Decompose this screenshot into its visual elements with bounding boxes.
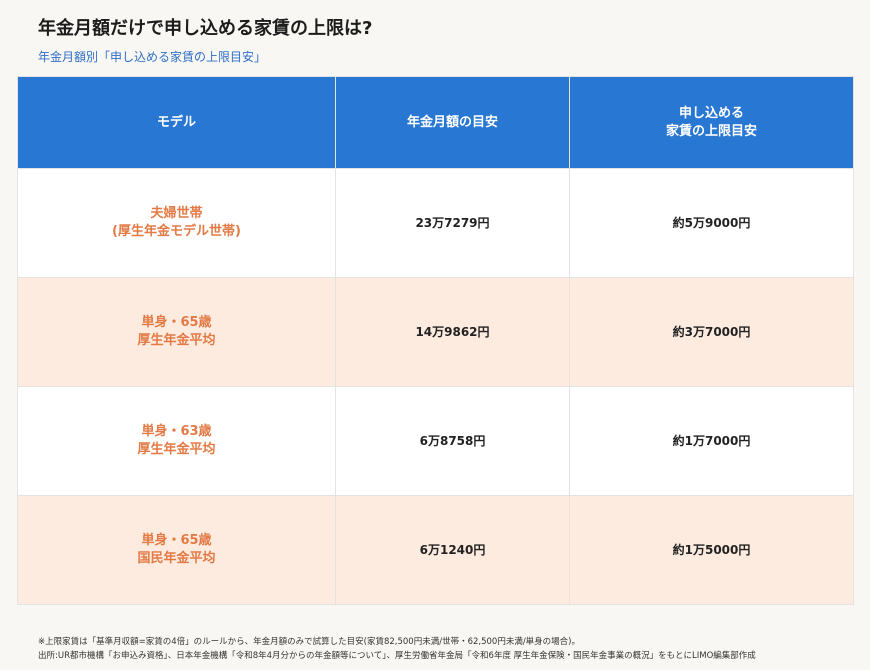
rent-limit-table: モデル 年金月額の目安 申し込める 家賃の上限目安 夫婦世帯 (厚生年金モデル世… (17, 76, 854, 605)
model-cell: 単身・63歳 厚生年金平均 (17, 386, 336, 496)
table-header-row: モデル 年金月額の目安 申し込める 家賃の上限目安 (17, 76, 854, 169)
table-row: 単身・63歳 厚生年金平均 6万8758円 約1万7000円 (17, 386, 854, 496)
rent-cell: 約1万7000円 (569, 386, 854, 496)
table-row: 単身・65歳 国民年金平均 6万1240円 約1万5000円 (17, 495, 854, 605)
header-rent: 申し込める 家賃の上限目安 (569, 76, 854, 169)
table-caption: 年金月額別「申し込める家賃の上限目安」 (38, 50, 267, 64)
rent-cell: 約3万7000円 (569, 277, 854, 387)
model-cell: 単身・65歳 厚生年金平均 (17, 277, 336, 387)
model-name: 単身・65歳 (141, 533, 212, 548)
rent-cell: 約1万5000円 (569, 495, 854, 605)
model-name: 夫婦世帯 (150, 206, 203, 221)
model-detail: 国民年金平均 (137, 551, 216, 566)
model-detail: 厚生年金平均 (137, 442, 216, 457)
pension-cell: 6万1240円 (335, 495, 570, 605)
rent-cell: 約5万9000円 (569, 168, 854, 278)
footnotes: ※上限家賃は「基準月収額=家賃の4倍」のルールから、年金月額のみで試算した目安(… (38, 635, 756, 663)
header-rent-label-line2: 家賃の上限目安 (665, 123, 757, 139)
pension-cell: 6万8758円 (335, 386, 570, 496)
table-row: 夫婦世帯 (厚生年金モデル世帯) 23万7279円 約5万9000円 (17, 168, 854, 278)
model-detail: (厚生年金モデル世帯) (112, 224, 241, 239)
header-rent-label-line1: 申し込める (678, 105, 744, 121)
pension-cell: 14万9862円 (335, 277, 570, 387)
header-model: モデル (17, 76, 336, 169)
header-pension: 年金月額の目安 (335, 76, 570, 169)
model-name: 単身・65歳 (141, 315, 212, 330)
pension-cell: 23万7279円 (335, 168, 570, 278)
model-detail: 厚生年金平均 (137, 333, 216, 348)
footnote-source: 出所:UR都市機構「お申込み資格」、日本年金機構「令和8年4月分からの年金額等に… (38, 651, 756, 661)
footnote-assumption: ※上限家賃は「基準月収額=家賃の4倍」のルールから、年金月額のみで試算した目安(… (38, 637, 581, 647)
model-cell: 夫婦世帯 (厚生年金モデル世帯) (17, 168, 336, 278)
model-cell: 単身・65歳 国民年金平均 (17, 495, 336, 605)
table-row: 単身・65歳 厚生年金平均 14万9862円 約3万7000円 (17, 277, 854, 387)
model-name: 単身・63歳 (141, 424, 212, 439)
header-pension-label: 年金月額の目安 (406, 114, 498, 130)
header-model-label: モデル (156, 114, 196, 130)
page-title: 年金月額だけで申し込める家賃の上限は? (38, 18, 373, 39)
